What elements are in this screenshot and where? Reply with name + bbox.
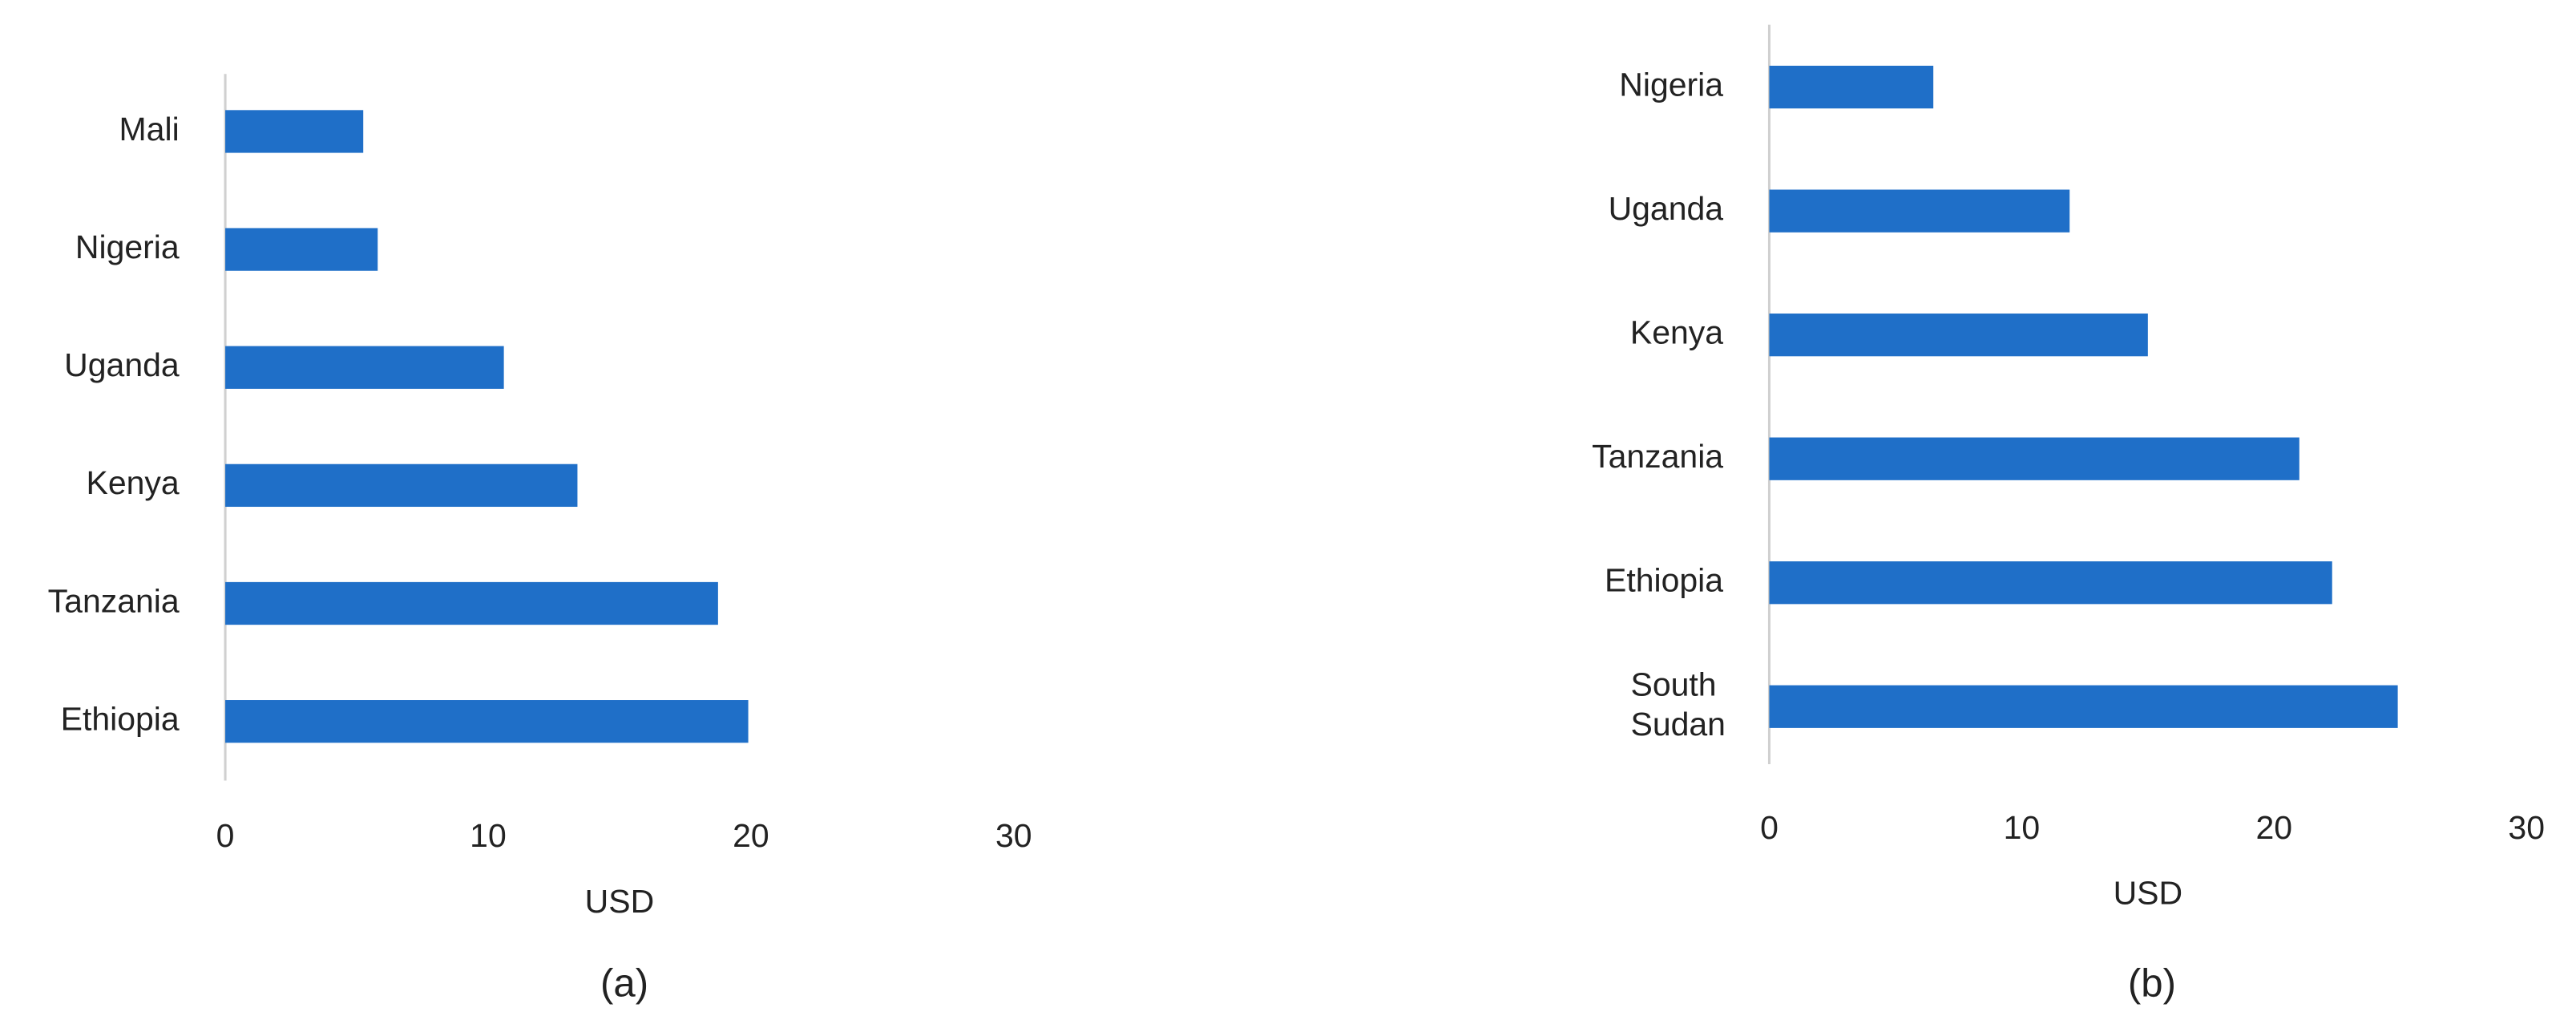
y-tick-label: Nigeria	[1619, 66, 1723, 103]
x-tick-label: 20	[733, 817, 769, 854]
bar	[225, 463, 578, 508]
y-tick-label: Nigeria	[75, 229, 180, 265]
bar	[225, 228, 378, 271]
bar	[225, 346, 504, 389]
y-tick-label: Tanzania	[48, 582, 180, 619]
x-tick-label: 0	[216, 817, 235, 854]
y-tick-label: Mali	[119, 111, 180, 148]
bar	[1769, 561, 2332, 605]
x-tick-label: 20	[2256, 809, 2293, 846]
bar	[225, 700, 749, 743]
y-tick-label: Uganda	[1609, 190, 1724, 227]
bar	[1769, 189, 2070, 233]
y-tick-label: Ethiopia	[61, 700, 180, 737]
bar	[225, 110, 364, 153]
bar	[1769, 437, 2299, 480]
x-tick-label: 0	[1760, 809, 1779, 846]
y-tick-label: Kenya	[87, 464, 180, 501]
bar	[1769, 314, 2148, 357]
y-tick-label: Uganda	[64, 346, 180, 383]
bar	[1769, 685, 2398, 728]
y-tick-label: Tanzania	[1592, 438, 1723, 475]
x-tick-label: 30	[2508, 809, 2545, 846]
x-tick-label: 10	[2004, 809, 2041, 846]
x-axis-label: USD	[585, 883, 654, 920]
x-tick-label: 10	[470, 817, 507, 854]
y-tick-label: Kenya	[1630, 314, 1723, 350]
x-tick-label: 30	[995, 817, 1032, 854]
x-axis-label: USD	[2114, 875, 2183, 912]
y-tick-label: South Sudan	[1630, 666, 1725, 742]
bar	[1769, 65, 1934, 109]
bar	[225, 581, 718, 625]
y-tick-label: Ethiopia	[1605, 562, 1723, 599]
panel-caption: (a)	[600, 961, 648, 1006]
panel-caption: (b)	[2128, 961, 2176, 1006]
